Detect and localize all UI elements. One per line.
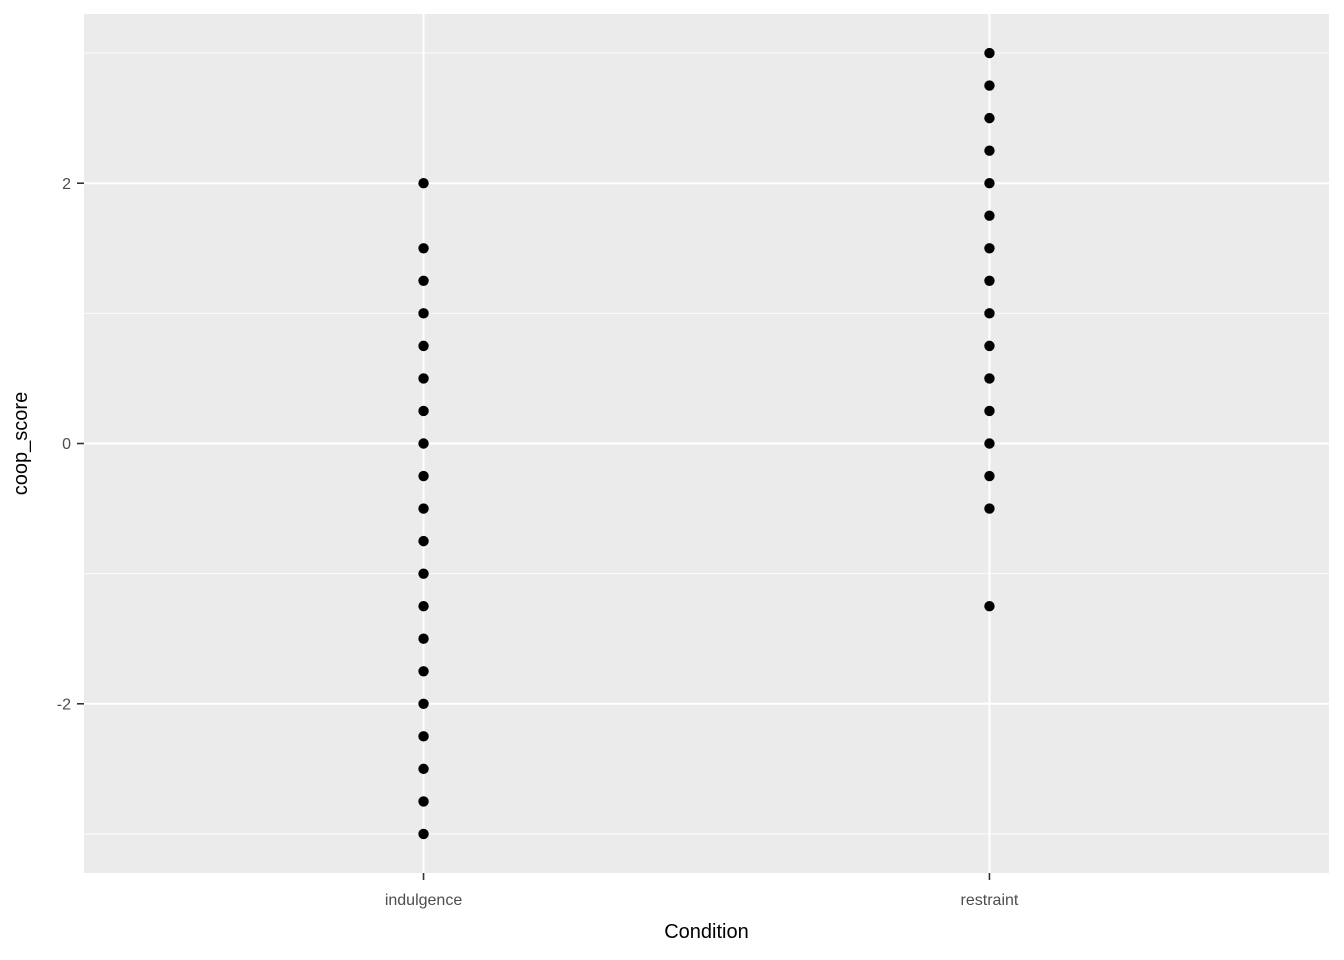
data-point <box>984 340 995 352</box>
data-point <box>984 112 995 124</box>
data-point <box>418 243 429 254</box>
axis-tick-marks <box>77 182 991 880</box>
data-point <box>418 438 429 449</box>
data-point <box>984 503 995 514</box>
data-point <box>984 308 995 319</box>
data-point <box>984 145 995 156</box>
data-point <box>418 600 429 612</box>
x-axis-title: Condition <box>664 921 749 943</box>
x-category-label: restraint <box>961 892 1019 909</box>
data-point <box>418 568 429 579</box>
data-point <box>418 503 429 514</box>
x-axis-category-labels: indulgence restraint <box>385 892 1019 909</box>
data-point <box>984 470 995 482</box>
data-point <box>984 47 995 59</box>
data-point <box>984 405 995 417</box>
gridlines-minor <box>84 52 1329 835</box>
gridlines-major <box>84 14 1329 873</box>
data-point <box>418 731 429 742</box>
data-point <box>984 210 995 221</box>
data-point <box>418 308 429 319</box>
data-point <box>418 275 429 287</box>
data-point <box>984 80 995 91</box>
data-point <box>418 698 429 710</box>
data-point <box>418 633 429 644</box>
data-point <box>418 796 429 807</box>
data-point <box>984 373 995 384</box>
data-point <box>418 340 429 352</box>
data-point <box>418 373 429 384</box>
y-tick-label: 0 <box>62 436 71 453</box>
data-points <box>418 47 995 840</box>
data-point <box>984 275 995 287</box>
y-axis-tick-labels: 2 0 -2 <box>57 176 71 714</box>
data-point <box>418 405 429 417</box>
data-point <box>984 600 995 612</box>
data-point <box>418 470 429 482</box>
y-tick-label: -2 <box>57 696 71 713</box>
data-point <box>418 535 429 547</box>
data-point <box>418 666 429 677</box>
data-point <box>418 177 429 189</box>
data-point <box>984 438 995 449</box>
y-tick-label: 2 <box>62 176 71 193</box>
data-point <box>418 828 429 840</box>
x-category-label: indulgence <box>385 892 463 909</box>
data-point <box>418 763 429 775</box>
data-point <box>984 243 995 254</box>
y-axis-title: coop_score <box>10 392 32 495</box>
data-point <box>984 177 995 189</box>
